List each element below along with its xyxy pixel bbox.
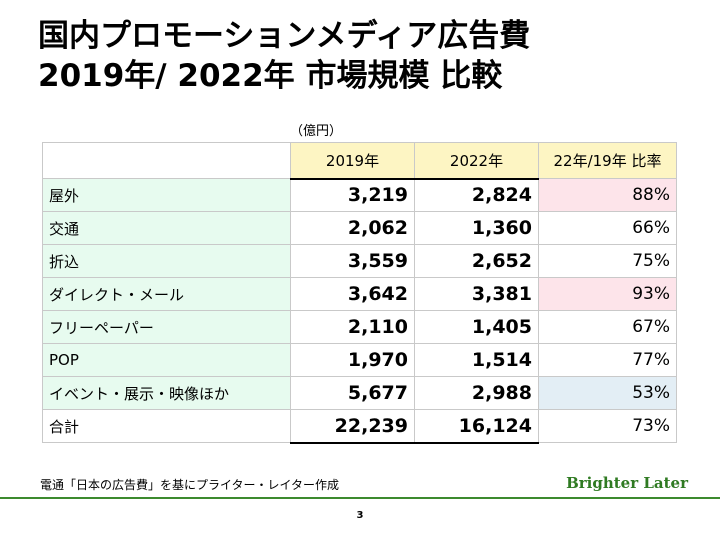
- row-label: 屋外: [42, 178, 291, 212]
- table-row: ダイレクト・メール 3,642 3,381 93%: [42, 277, 677, 311]
- table-row: POP 1,970 1,514 77%: [42, 343, 677, 377]
- table-row: イベント・展示・映像ほか 5,677 2,988 53%: [42, 376, 677, 410]
- unit-label: （億円）: [290, 124, 343, 139]
- ratio-value: 88%: [538, 178, 677, 212]
- value-2022: 2,824: [414, 177, 539, 212]
- page-number: 3: [356, 510, 364, 521]
- header-blank-cell: [42, 142, 291, 179]
- ratio-value: 67%: [538, 310, 677, 344]
- ratio-value: 77%: [538, 343, 677, 377]
- row-label: 折込: [42, 244, 291, 278]
- value-2022: 2,652: [414, 244, 539, 278]
- header-row: 2019年 2022年 22年/19年 比率: [42, 142, 677, 179]
- ratio-value: 93%: [538, 277, 677, 311]
- value-2019: 2,110: [290, 310, 415, 344]
- value-2019: 1,970: [290, 343, 415, 377]
- value-2019: 3,219: [290, 177, 415, 212]
- header-ratio: 22年/19年 比率: [538, 142, 677, 179]
- total-label: 合計: [42, 409, 291, 443]
- table-row: フリーペーパー 2,110 1,405 67%: [42, 310, 677, 344]
- value-2022: 2,988: [414, 376, 539, 410]
- header-2019: 2019年: [290, 142, 415, 179]
- row-label: POP: [42, 343, 291, 377]
- total-row: 合計 22,239 16,124 73%: [42, 409, 677, 444]
- ratio-value: 75%: [538, 244, 677, 278]
- value-2019: 2,062: [290, 211, 415, 245]
- value-2022: 1,514: [414, 343, 539, 377]
- ratio-value: 53%: [538, 376, 677, 410]
- value-2022: 3,381: [414, 277, 539, 311]
- row-label: ダイレクト・メール: [42, 277, 291, 311]
- value-2022: 1,360: [414, 211, 539, 245]
- ratio-value: 66%: [538, 211, 677, 245]
- table-row: 屋外 3,219 2,824 88%: [42, 177, 677, 212]
- value-2019: 5,677: [290, 376, 415, 410]
- value-2022: 1,405: [414, 310, 539, 344]
- title-line-2: 2019年/ 2022年 市場規模 比較: [38, 58, 503, 94]
- total-ratio: 73%: [538, 409, 677, 443]
- comparison-table: 2019年 2022年 22年/19年 比率 屋外 3,219 2,824 88% 交通…: [42, 142, 677, 444]
- header-2022: 2022年: [414, 142, 539, 179]
- row-label: イベント・展示・映像ほか: [42, 376, 291, 410]
- table-row: 折込 3,559 2,652 75%: [42, 244, 677, 278]
- page-title: 国内プロモーションメディア広告費 2019年/ 2022年 市場規模 比較: [38, 16, 698, 96]
- value-2019: 3,642: [290, 277, 415, 311]
- row-label: フリーペーパー: [42, 310, 291, 344]
- row-label: 交通: [42, 211, 291, 245]
- value-2019: 3,559: [290, 244, 415, 278]
- source-note: 電通「日本の広告費」を基にプライター・レイター作成: [40, 478, 340, 492]
- brand-logo: Brighter Later: [566, 474, 688, 492]
- total-2022: 16,124: [414, 409, 539, 444]
- footer-rule: [0, 497, 720, 499]
- table-row: 交通 2,062 1,360 66%: [42, 211, 677, 245]
- total-2019: 22,239: [290, 409, 415, 444]
- table-body: 2019年 2022年 22年/19年 比率 屋外 3,219 2,824 88% 交通…: [42, 142, 677, 444]
- title-line-1: 国内プロモーションメディア広告費: [38, 18, 531, 54]
